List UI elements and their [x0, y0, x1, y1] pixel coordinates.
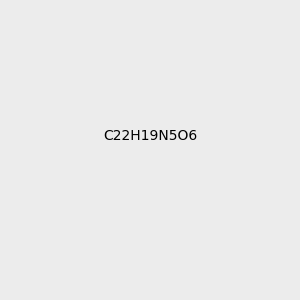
Text: C22H19N5O6: C22H19N5O6	[103, 130, 197, 143]
